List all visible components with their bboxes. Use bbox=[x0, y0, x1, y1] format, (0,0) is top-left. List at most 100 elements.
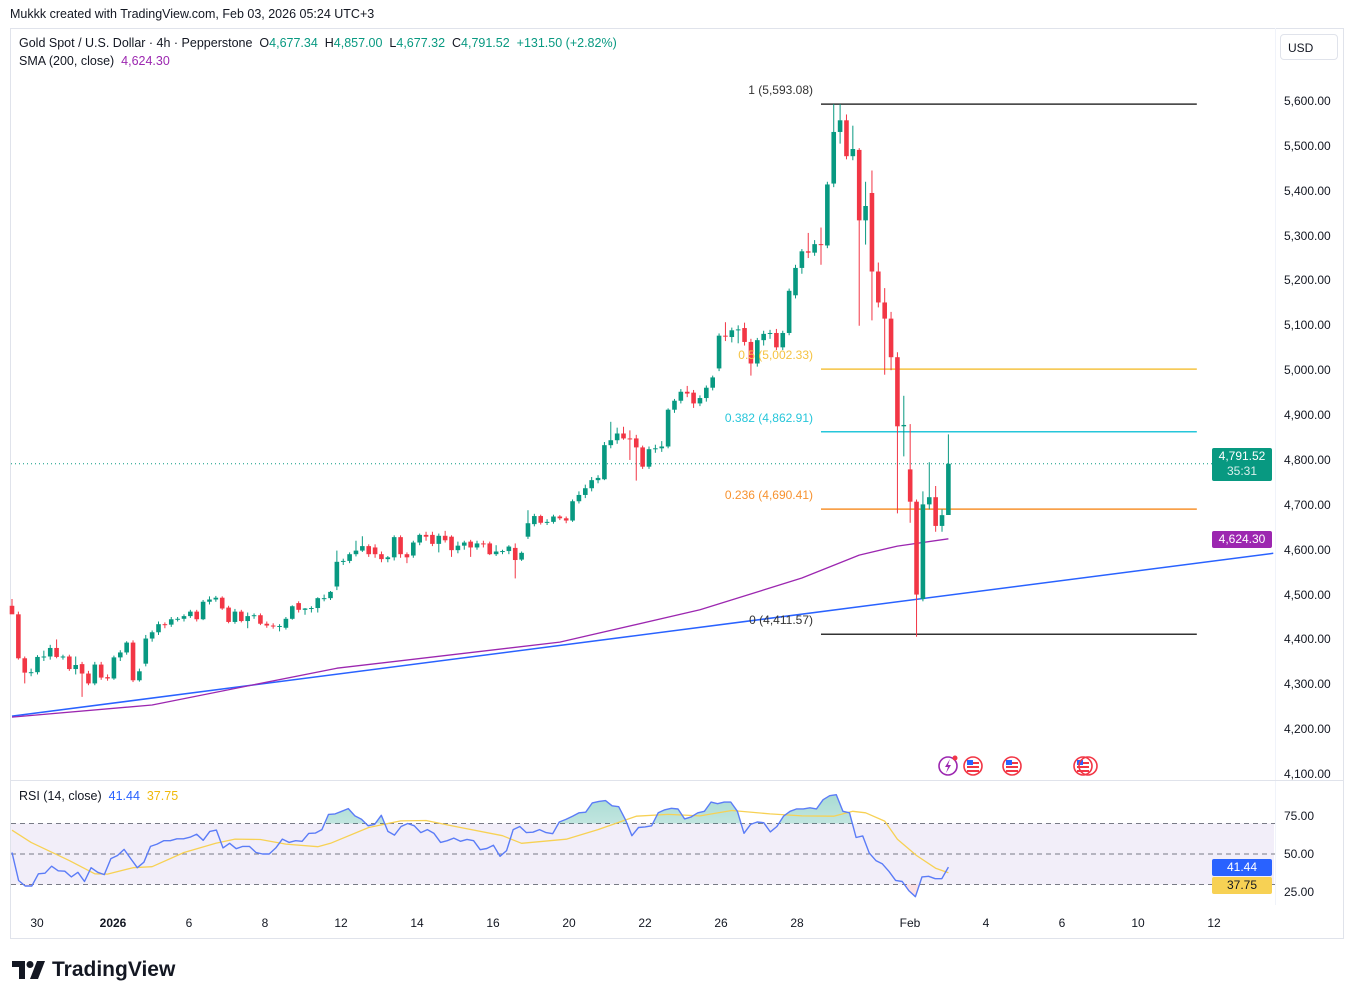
time-tick-label: 30 bbox=[30, 916, 44, 930]
candle-body-up bbox=[417, 534, 422, 543]
candle-body-up bbox=[761, 333, 766, 341]
candle-body-up bbox=[786, 290, 792, 333]
candle-body-down bbox=[379, 554, 384, 560]
candle-body-down bbox=[869, 192, 875, 272]
low-label: L bbox=[389, 36, 397, 50]
close-value: 4,791.52 bbox=[461, 36, 510, 50]
candle-body-up bbox=[506, 546, 512, 552]
rsi-legend[interactable]: RSI (14, close) 41.44 37.75 bbox=[19, 789, 178, 803]
notification-dot bbox=[952, 755, 958, 761]
candle-body-down bbox=[86, 673, 91, 684]
fib-level-label: 0.5 (5,002.33) bbox=[738, 348, 813, 363]
candle-body-down bbox=[79, 664, 85, 674]
candle-body-up bbox=[461, 542, 467, 546]
candle-body-up bbox=[143, 638, 149, 664]
candle-body-down bbox=[54, 647, 59, 657]
candle-body-down bbox=[774, 332, 779, 348]
price-tick-label: 5,200.00 bbox=[1284, 273, 1331, 288]
candle-body-up bbox=[939, 515, 945, 526]
candle-body-up bbox=[583, 488, 588, 495]
candle-body-up bbox=[277, 625, 282, 627]
candle-body-up bbox=[500, 551, 505, 553]
candle-body-down bbox=[512, 547, 518, 561]
sma-legend[interactable]: SMA (200, close) 4,624.30 bbox=[19, 54, 170, 68]
tradingview-logo[interactable]: TradingView bbox=[12, 958, 175, 982]
candle-body-up bbox=[850, 149, 856, 157]
candle-body-up bbox=[156, 624, 161, 633]
candle-body-up bbox=[920, 504, 926, 600]
candle-body-down bbox=[856, 149, 862, 221]
candle-body-down bbox=[239, 611, 244, 622]
candle-body-up bbox=[188, 611, 193, 617]
price-tick-label: 5,100.00 bbox=[1284, 318, 1331, 333]
candle-body-down bbox=[372, 547, 378, 555]
time-tick-label: 6 bbox=[185, 916, 193, 930]
time-tick-label: 14 bbox=[410, 916, 424, 930]
close-label: C bbox=[452, 36, 462, 50]
candle-body-up bbox=[946, 463, 951, 515]
candle-body-up bbox=[213, 597, 219, 600]
symbol-title[interactable]: Gold Spot / U.S. Dollar · 4h · Peppersto… bbox=[19, 36, 253, 50]
open-label: O bbox=[259, 36, 270, 50]
candle-body-down bbox=[684, 391, 690, 394]
creator-caption: Mukkk created with TradingView.com, Feb … bbox=[10, 7, 375, 21]
us-flag-event-icon bbox=[1078, 756, 1098, 776]
candle-body-up bbox=[570, 501, 575, 521]
rsi-overbought-fill bbox=[12, 794, 949, 824]
rsi-ma-badge: 37.75 bbox=[1212, 877, 1272, 894]
candle-body-down bbox=[538, 516, 544, 523]
candle-body-up bbox=[340, 560, 346, 562]
pane-divider[interactable] bbox=[10, 780, 1344, 781]
candle-body-up bbox=[602, 445, 607, 480]
rsi-tick-label: 50.00 bbox=[1284, 847, 1315, 861]
price-tick-label: 4,800.00 bbox=[1284, 452, 1331, 467]
candle-body-down bbox=[423, 534, 429, 537]
low-value: 4,677.32 bbox=[396, 36, 446, 50]
candle-body-up bbox=[863, 205, 868, 221]
time-tick-label: 28 bbox=[790, 916, 804, 930]
candle-body-down bbox=[557, 516, 563, 519]
candle-body-up bbox=[315, 598, 321, 609]
price-tick-label: 5,300.00 bbox=[1284, 228, 1331, 243]
flag-canton bbox=[1006, 760, 1012, 765]
candle-body-up bbox=[245, 616, 250, 622]
candle-body-down bbox=[366, 546, 372, 555]
candle-body-up bbox=[168, 619, 174, 625]
price-tick-label: 4,300.00 bbox=[1284, 677, 1331, 692]
candle-body-up bbox=[493, 551, 499, 555]
candle-body-up bbox=[532, 516, 537, 525]
currency-button[interactable]: USD bbox=[1280, 34, 1338, 60]
candle-body-up bbox=[672, 400, 677, 410]
candle-body-down bbox=[449, 536, 454, 551]
candle-body-down bbox=[876, 271, 881, 303]
chart-frame bbox=[10, 28, 1344, 939]
flag-stripe bbox=[1077, 766, 1089, 768]
change-value: +131.50 (+2.82%) bbox=[516, 36, 617, 50]
rsi-badge: 41.44 bbox=[1212, 859, 1272, 876]
candle-body-up bbox=[232, 611, 238, 622]
candle-body-up bbox=[825, 184, 830, 246]
candle-body-up bbox=[124, 642, 129, 653]
candle-body-down bbox=[907, 469, 913, 502]
candle-body-up bbox=[47, 647, 53, 657]
price-tick-label: 5,500.00 bbox=[1284, 138, 1331, 153]
rsi-tick-label: 75.00 bbox=[1284, 808, 1315, 823]
candle-body-down bbox=[748, 341, 754, 364]
candle-body-up bbox=[455, 545, 461, 551]
fib-level-label: 1 (5,593.08) bbox=[748, 83, 813, 98]
candle-body-up bbox=[28, 672, 34, 674]
price-tick-label: 5,600.00 bbox=[1284, 94, 1331, 108]
flag-stripe bbox=[1077, 770, 1089, 772]
flag-stripe bbox=[1006, 766, 1018, 768]
candle-body-up bbox=[525, 523, 531, 537]
candle-body-down bbox=[67, 656, 72, 670]
candle-body-down bbox=[430, 534, 435, 544]
candle-body-up bbox=[334, 561, 340, 587]
price-tick-label: 4,400.00 bbox=[1284, 632, 1331, 647]
candle-body-down bbox=[468, 541, 473, 548]
trendline bbox=[11, 552, 1274, 717]
candle-body-down bbox=[130, 642, 136, 681]
candle-body-up bbox=[385, 557, 391, 560]
fib-level-label: 0.382 (4,862.91) bbox=[724, 410, 813, 425]
